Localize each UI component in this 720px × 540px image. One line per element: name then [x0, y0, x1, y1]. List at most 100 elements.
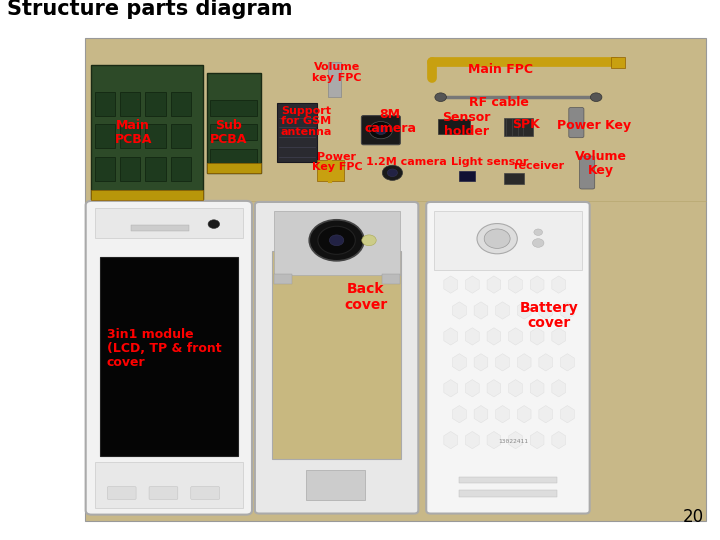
- FancyBboxPatch shape: [255, 202, 418, 514]
- Text: Volume
Key: Volume Key: [575, 150, 627, 177]
- Polygon shape: [474, 302, 488, 319]
- Polygon shape: [517, 302, 531, 319]
- Bar: [438, 119, 470, 134]
- Bar: [131, 225, 189, 231]
- Bar: [504, 118, 533, 136]
- Polygon shape: [560, 406, 575, 423]
- Polygon shape: [452, 354, 467, 371]
- Text: Battery
cover: Battery cover: [519, 301, 578, 330]
- Bar: [120, 92, 140, 116]
- Circle shape: [387, 169, 397, 177]
- Polygon shape: [530, 328, 544, 345]
- Polygon shape: [444, 380, 458, 397]
- Bar: [91, 65, 203, 200]
- Bar: [171, 157, 191, 181]
- Bar: [171, 92, 191, 116]
- Circle shape: [435, 93, 446, 102]
- Polygon shape: [552, 328, 566, 345]
- Circle shape: [485, 229, 510, 248]
- Text: Volume
key FPC: Volume key FPC: [312, 63, 361, 83]
- Polygon shape: [452, 406, 467, 423]
- Polygon shape: [517, 354, 531, 371]
- Bar: [91, 190, 203, 200]
- Bar: [95, 157, 115, 181]
- FancyBboxPatch shape: [149, 487, 178, 500]
- Text: 13022411: 13022411: [499, 438, 528, 444]
- Polygon shape: [508, 380, 523, 397]
- FancyBboxPatch shape: [361, 116, 400, 145]
- Polygon shape: [530, 431, 544, 449]
- Circle shape: [369, 122, 392, 139]
- Bar: [382, 274, 400, 284]
- Text: Power Key: Power Key: [557, 119, 631, 132]
- Bar: [95, 462, 243, 508]
- Polygon shape: [444, 328, 458, 345]
- Bar: [145, 124, 166, 148]
- Polygon shape: [474, 406, 488, 423]
- Bar: [274, 274, 292, 284]
- Bar: [272, 251, 401, 459]
- Text: 3in1 module
(LCD, TP & front
cover: 3in1 module (LCD, TP & front cover: [107, 328, 221, 369]
- Text: 20: 20: [683, 509, 704, 526]
- Bar: [95, 124, 115, 148]
- Text: Light sensor: Light sensor: [451, 157, 528, 167]
- Polygon shape: [530, 380, 544, 397]
- Text: 1.2M camera: 1.2M camera: [366, 157, 447, 167]
- Polygon shape: [517, 406, 531, 423]
- Circle shape: [533, 239, 544, 247]
- Bar: [210, 124, 257, 140]
- FancyBboxPatch shape: [107, 487, 136, 500]
- Circle shape: [477, 224, 518, 254]
- Text: Back
cover: Back cover: [344, 282, 387, 312]
- Polygon shape: [495, 406, 510, 423]
- Text: Main FPC: Main FPC: [468, 63, 533, 76]
- Polygon shape: [487, 380, 501, 397]
- Polygon shape: [530, 276, 544, 293]
- Bar: [317, 160, 344, 181]
- Bar: [210, 100, 257, 116]
- Polygon shape: [539, 406, 553, 423]
- Circle shape: [382, 165, 402, 180]
- Bar: [95, 208, 243, 238]
- FancyBboxPatch shape: [191, 487, 220, 500]
- Polygon shape: [508, 276, 523, 293]
- Text: Sub
PCBA: Sub PCBA: [210, 119, 248, 146]
- Bar: [120, 124, 140, 148]
- FancyBboxPatch shape: [569, 107, 584, 138]
- Bar: [145, 157, 166, 181]
- Text: 8M
camera: 8M camera: [364, 108, 416, 135]
- Text: Structure parts diagram: Structure parts diagram: [7, 0, 293, 19]
- Bar: [459, 477, 557, 483]
- Circle shape: [318, 226, 355, 254]
- Text: receiver: receiver: [513, 161, 564, 171]
- Text: Main
PCBA: Main PCBA: [114, 119, 152, 146]
- Polygon shape: [487, 431, 501, 449]
- FancyBboxPatch shape: [426, 202, 590, 514]
- Polygon shape: [560, 354, 575, 371]
- Bar: [120, 157, 140, 181]
- Bar: [459, 171, 475, 181]
- Bar: [306, 470, 365, 500]
- Bar: [207, 73, 261, 173]
- Polygon shape: [560, 302, 575, 319]
- Polygon shape: [495, 354, 510, 371]
- Text: Support
for GSM
antenna: Support for GSM antenna: [280, 106, 332, 137]
- Polygon shape: [465, 328, 480, 345]
- Polygon shape: [552, 380, 566, 397]
- Polygon shape: [465, 380, 480, 397]
- Polygon shape: [465, 276, 480, 293]
- Polygon shape: [474, 354, 488, 371]
- Polygon shape: [552, 276, 566, 293]
- Bar: [145, 92, 166, 116]
- Text: RF cable: RF cable: [469, 96, 529, 109]
- Polygon shape: [487, 328, 501, 345]
- Bar: [434, 211, 582, 270]
- Polygon shape: [444, 431, 458, 449]
- Bar: [328, 62, 341, 97]
- Polygon shape: [487, 276, 501, 293]
- Text: Power
Key FPC: Power Key FPC: [312, 152, 362, 172]
- Bar: [277, 103, 317, 162]
- Bar: [95, 92, 115, 116]
- Circle shape: [329, 235, 344, 246]
- Bar: [171, 124, 191, 148]
